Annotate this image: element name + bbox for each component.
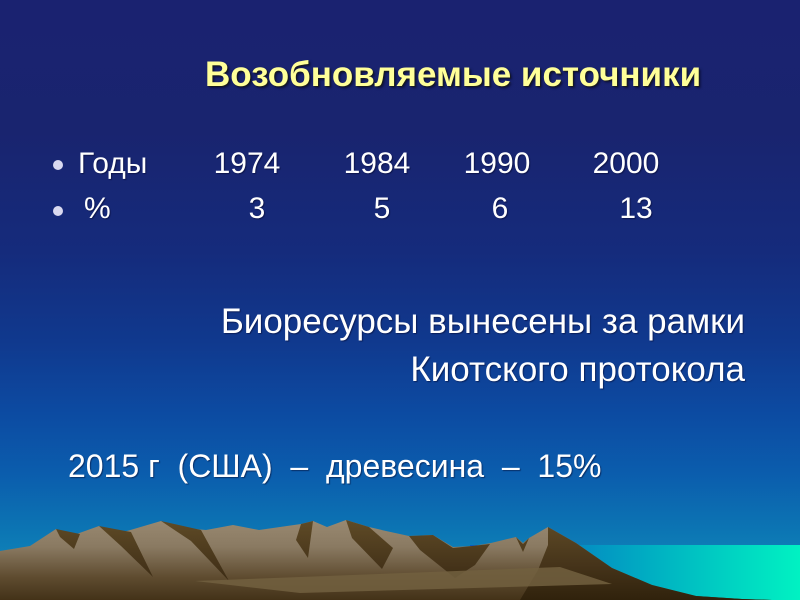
year-value: 1990: [463, 147, 531, 180]
year-value: 1974: [213, 147, 281, 180]
note-line-2: Киотского протокола: [410, 350, 745, 389]
row-percent-label: %: [84, 192, 111, 225]
footer-statement: 2015 г (США) – древесина – 15%: [68, 448, 602, 484]
bullet-icon: [53, 160, 63, 170]
percent-value: 6: [491, 192, 509, 225]
note-line-1: Биоресурсы вынесены за рамки: [220, 302, 745, 341]
slide-title: Возобновляемые источники: [205, 55, 702, 94]
year-value: 1984: [343, 147, 411, 180]
percent-value: 5: [373, 192, 391, 225]
percent-value: 3: [248, 192, 266, 225]
row-years-label: Годы: [78, 147, 148, 180]
year-value: 2000: [592, 147, 660, 180]
bullet-icon: [53, 206, 63, 216]
percent-value: 13: [619, 192, 653, 225]
note-block: Биоресурсы вынесены за рамки Киотского п…: [221, 298, 745, 394]
